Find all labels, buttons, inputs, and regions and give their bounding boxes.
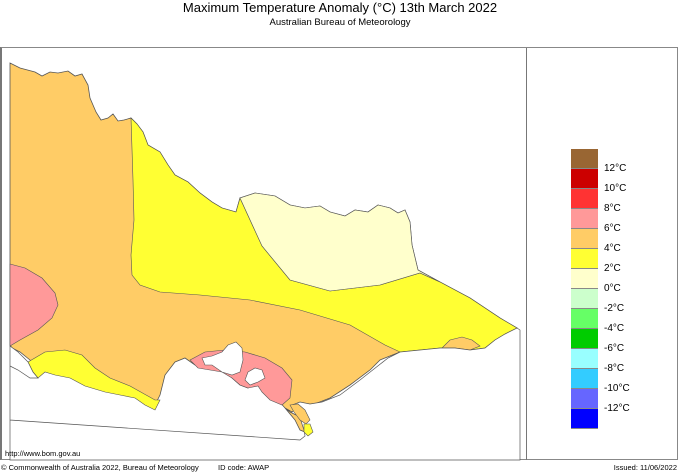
legend-swatch <box>571 329 598 349</box>
legend-swatch <box>571 169 598 189</box>
legend-swatch <box>571 409 598 429</box>
western-port <box>244 367 266 386</box>
id-code: ID code: AWAP <box>218 463 270 472</box>
legend-label: 12°C <box>604 163 627 174</box>
legend-swatch <box>571 229 598 249</box>
legend-swatch <box>571 389 598 409</box>
legend-colorbar <box>571 149 598 429</box>
legend-swatch <box>571 369 598 389</box>
legend-swatch <box>571 249 598 269</box>
legend-swatch <box>571 349 598 369</box>
legend-swatch <box>571 149 598 169</box>
legend-swatch <box>571 209 598 229</box>
legend-swatch <box>571 189 598 209</box>
legend-swatch <box>571 309 598 329</box>
legend-divider <box>526 48 527 460</box>
legend-swatch <box>571 289 598 309</box>
source-url: http://www.bom.gov.au <box>5 449 81 458</box>
zone-0-2-alpine <box>239 192 441 292</box>
issued-date: Issued: 11/06/2022 <box>613 463 677 472</box>
legend-label: -12°C <box>604 403 630 414</box>
zone-6-8-west <box>9 263 59 347</box>
legend-label: 0°C <box>604 283 621 294</box>
legend-label: -6°C <box>604 343 625 354</box>
legend-label: 10°C <box>604 183 627 194</box>
legend-label: -2°C <box>604 303 625 314</box>
copyright-notice: © Commonwealth of Australia 2022, Bureau… <box>1 463 199 472</box>
legend-label: -4°C <box>604 323 625 334</box>
zone-2-4-southwest-coast <box>27 349 161 411</box>
legend-label: -10°C <box>604 383 630 394</box>
legend-swatch <box>571 269 598 289</box>
chart-subtitle: Australian Bureau of Meteorology <box>269 17 411 28</box>
wilsons-prom <box>289 403 311 425</box>
legend-label: 4°C <box>604 243 621 254</box>
chart-title: Maximum Temperature Anomaly (°C) 13th Ma… <box>182 0 498 15</box>
legend-label: 6°C <box>604 223 621 234</box>
port-phillip-bay <box>201 341 244 376</box>
zone-2-4-northeast <box>130 117 518 353</box>
southern-ocean <box>9 327 521 461</box>
legend-label: 8°C <box>604 203 621 214</box>
legend-label: 2°C <box>604 263 621 274</box>
legend-label: -8°C <box>604 363 625 374</box>
